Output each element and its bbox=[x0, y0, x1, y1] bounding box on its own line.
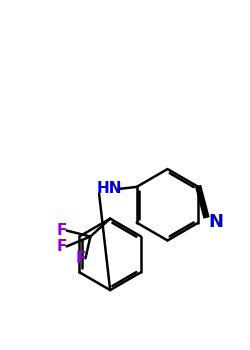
Text: F: F bbox=[75, 251, 86, 266]
Text: N: N bbox=[209, 213, 224, 231]
Text: HN: HN bbox=[96, 181, 122, 196]
Text: F: F bbox=[56, 223, 67, 238]
Text: F: F bbox=[56, 239, 67, 254]
